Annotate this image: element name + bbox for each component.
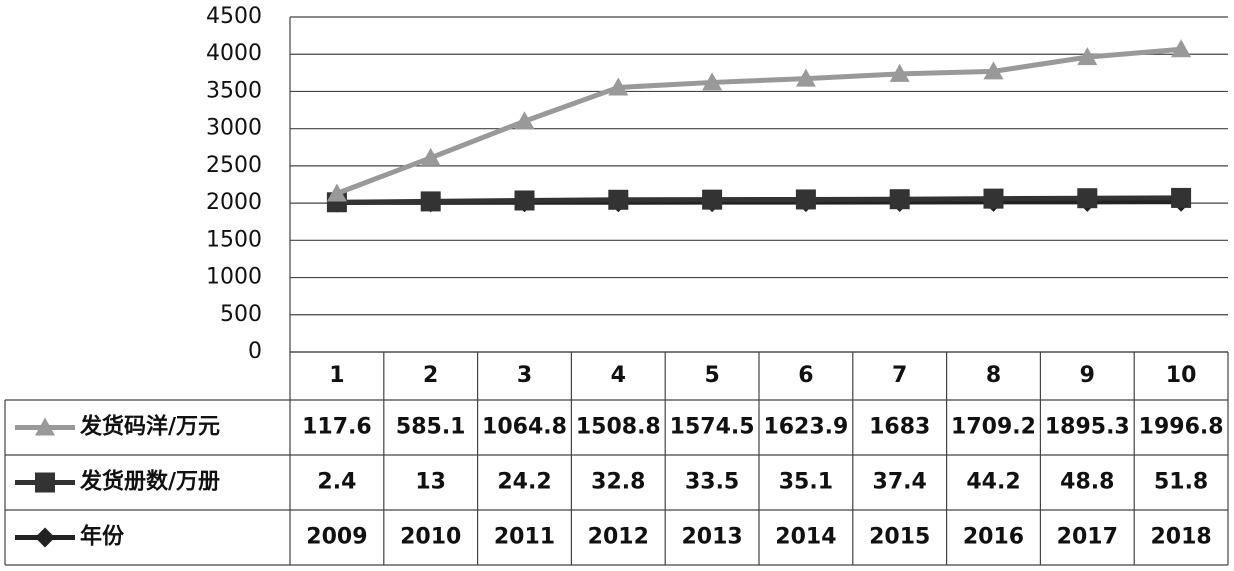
x-tick-label: 7 [892, 363, 907, 388]
point-marker [514, 111, 535, 130]
x-tick-label: 2 [423, 363, 438, 388]
series-line [336, 46, 1182, 196]
point-marker [1077, 47, 1098, 66]
table-value: 1683 [869, 415, 930, 440]
point-marker [702, 189, 723, 210]
table-value: 1623.9 [763, 415, 848, 440]
table-value: 44.2 [966, 470, 1020, 495]
table-value: 117.6 [302, 415, 372, 440]
point-marker [608, 77, 629, 96]
x-tick-label: 5 [704, 363, 719, 388]
point-marker [702, 72, 723, 91]
y-tick-label: 500 [220, 302, 262, 327]
y-tick-label: 4500 [206, 4, 262, 29]
y-tick-label: 2000 [206, 190, 262, 215]
y-tick-label: 2500 [206, 153, 262, 178]
point-marker [795, 189, 816, 210]
table-value: 1996.8 [1139, 415, 1224, 440]
legend-label: 年份 [80, 524, 125, 550]
y-tick-label: 0 [248, 339, 262, 364]
table-value: 1574.5 [670, 415, 755, 440]
table-value: 1709.2 [951, 415, 1036, 440]
point-marker [1171, 39, 1192, 58]
table-value: 2018 [1150, 525, 1211, 550]
legend-marker [35, 417, 55, 436]
table-value: 2012 [588, 525, 649, 550]
table-value: 1508.8 [576, 415, 661, 440]
x-tick-label: 10 [1166, 363, 1197, 388]
table-value: 1064.8 [482, 415, 567, 440]
point-marker [1077, 188, 1098, 209]
x-tick-label: 3 [517, 363, 532, 388]
table-value: 2016 [963, 525, 1024, 550]
series-line [336, 195, 1182, 205]
table-value: 2009 [306, 525, 367, 550]
x-tick-label: 9 [1080, 363, 1095, 388]
point-marker [795, 68, 816, 87]
y-tick-label: 3500 [206, 78, 262, 103]
table-value: 2013 [681, 525, 742, 550]
table-value: 33.5 [685, 470, 739, 495]
table-value: 51.8 [1154, 470, 1208, 495]
table-value: 13 [415, 470, 446, 495]
x-tick-label: 1 [329, 363, 344, 388]
table-value: 2011 [494, 525, 555, 550]
y-tick-label: 4000 [206, 41, 262, 66]
table-value: 2014 [775, 525, 836, 550]
legend-label: 发货码洋/万元 [79, 414, 220, 440]
y-tick-label: 3000 [206, 116, 262, 141]
table-value: 32.8 [591, 470, 645, 495]
y-tick-label: 1500 [206, 227, 262, 252]
y-tick-label: 1000 [206, 265, 262, 290]
point-marker [514, 190, 535, 211]
point-marker [889, 189, 910, 210]
legend-marker [35, 472, 55, 493]
legend-label: 发货册数/万册 [79, 469, 220, 495]
point-marker [1171, 187, 1192, 208]
table-value: 1895.3 [1045, 415, 1130, 440]
table-value: 48.8 [1060, 470, 1114, 495]
table-value: 585.1 [396, 415, 466, 440]
point-marker [326, 183, 347, 202]
point-marker [420, 147, 441, 166]
x-tick-label: 4 [611, 363, 626, 388]
point-marker [983, 188, 1004, 209]
point-marker [420, 191, 441, 212]
point-marker [889, 63, 910, 82]
x-tick-label: 8 [986, 363, 1001, 388]
table-value: 37.4 [873, 470, 927, 495]
table-value: 2010 [400, 525, 461, 550]
legend-marker [35, 527, 55, 548]
table-value: 24.2 [497, 470, 551, 495]
table-value: 2.4 [317, 470, 356, 495]
point-marker [983, 61, 1004, 80]
point-marker [608, 189, 629, 210]
x-tick-label: 6 [798, 363, 813, 388]
table-value: 2015 [869, 525, 930, 550]
table-value: 35.1 [779, 470, 833, 495]
table-value: 2017 [1057, 525, 1118, 550]
